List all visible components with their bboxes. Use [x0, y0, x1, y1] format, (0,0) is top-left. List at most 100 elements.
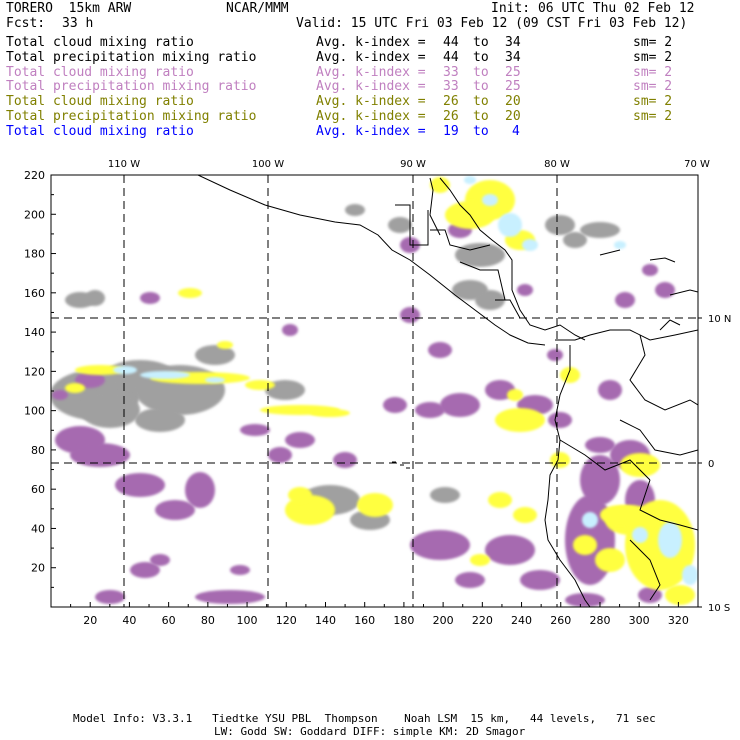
- legend-field: Total cloud mixing ratio: [6, 64, 194, 80]
- field-cell: [547, 349, 563, 361]
- field-cell: [140, 371, 190, 379]
- field-cell: [230, 565, 250, 575]
- x-tick-label: 260: [550, 614, 571, 627]
- field-cell: [268, 447, 292, 463]
- x-tick-label: 120: [276, 614, 297, 627]
- legend-kindex-to: 34: [505, 49, 521, 65]
- field-cell: [178, 288, 202, 298]
- legend-smoothing: sm= 2: [633, 109, 673, 124]
- coastline-segment: [439, 177, 586, 341]
- field-cell: [488, 492, 512, 508]
- field-cell: [548, 412, 572, 428]
- field-cell: [150, 554, 170, 566]
- legend-kindex-to: 20: [505, 109, 521, 124]
- legend-kindex-from: 19: [443, 123, 459, 139]
- init-time: Init: 06 UTC Thu 02 Feb 12: [491, 1, 695, 16]
- legend-field: Total precipitation mixing ratio: [6, 79, 257, 95]
- field-cell: [205, 377, 225, 383]
- model-info-line2: LW: Godd SW: Goddard DIFF: simple KM: 2D…: [214, 725, 526, 738]
- field-cell: [245, 380, 275, 390]
- longitude-label: 80 W: [544, 159, 570, 170]
- coastline-segment: [619, 419, 698, 456]
- legend-kindex-to-word: to: [473, 64, 489, 80]
- field-cell: [75, 372, 105, 388]
- coastline-segment: [555, 329, 698, 341]
- field-cell: [485, 535, 535, 565]
- y-tick-label: 100: [24, 405, 45, 418]
- y-tick-label: 140: [24, 326, 45, 339]
- legend-kindex-to-word: to: [473, 79, 489, 95]
- x-tick-label: 80: [201, 614, 215, 627]
- legend-smoothing: sm= 2: [633, 79, 673, 95]
- field-cell: [430, 177, 450, 193]
- y-tick-label: 160: [24, 287, 45, 300]
- y-tick-label: 220: [24, 169, 45, 182]
- field-cell: [282, 324, 298, 336]
- field-cell: [240, 424, 270, 436]
- coastline-segment: [629, 539, 661, 601]
- latitude-label: 10 S: [708, 603, 730, 614]
- y-tick-label: 60: [31, 483, 45, 496]
- field-cell: [345, 204, 365, 216]
- lat-lon-grid: [51, 175, 698, 607]
- field-cell: [388, 217, 412, 233]
- y-tick-label: 120: [24, 365, 45, 378]
- legend-kindex-to-word: to: [473, 49, 489, 65]
- field-cell: [614, 241, 626, 249]
- field-cell: [410, 530, 470, 560]
- field-cell: [415, 402, 445, 418]
- longitude-label: 100 W: [252, 159, 284, 170]
- coastline-layer: [197, 175, 698, 607]
- y-tick-label: 200: [24, 208, 45, 221]
- field-cell: [113, 366, 137, 374]
- field-cell: [620, 453, 660, 477]
- field-cell: [642, 264, 658, 276]
- field-cell: [655, 282, 675, 298]
- legend-kindex-label: Avg. k-index =: [316, 49, 426, 65]
- field-cell: [195, 590, 265, 604]
- coastline-segment: [669, 289, 698, 296]
- forecast-label: Fcst:: [6, 16, 46, 31]
- field-cell: [632, 527, 648, 543]
- legend-kindex-to: 34: [505, 35, 521, 50]
- coastline-segment: [559, 439, 651, 481]
- field-cell: [598, 380, 622, 400]
- field-cell: [470, 554, 490, 566]
- center-name: NCAR/MMM: [226, 1, 289, 16]
- field-cell: [383, 397, 407, 413]
- legend-field: Total cloud mixing ratio: [6, 35, 194, 50]
- field-cell: [475, 290, 505, 310]
- coastline-segment: [495, 299, 521, 319]
- field-cell: [185, 472, 215, 508]
- legend-kindex-to: 25: [505, 64, 521, 80]
- legend-kindex-from: 33: [443, 79, 459, 95]
- field-cell: [130, 562, 160, 578]
- y-tick-label: 20: [31, 562, 45, 575]
- legend-kindex-to-word: to: [473, 94, 489, 110]
- field-cell: [560, 367, 580, 383]
- field-cell: [357, 493, 393, 517]
- legend-kindex-from: 44: [443, 49, 459, 65]
- field-cell: [550, 452, 570, 468]
- field-cell: [115, 473, 165, 497]
- legend-field: Total precipitation mixing ratio: [6, 109, 257, 124]
- field-cell: [140, 292, 160, 304]
- axes-layer: 20 40 60 80 100 120 140 160 180 200 220 240 260 280 30…: [24, 159, 731, 627]
- y-tick-label: 80: [31, 444, 45, 457]
- legend-smoothing: sm= 2: [633, 49, 673, 65]
- legend-kindex-to: 4: [512, 123, 520, 139]
- legend-kindex-to-word: to: [473, 109, 489, 124]
- field-cell: [195, 345, 235, 365]
- longitude-label: 110 W: [108, 159, 140, 170]
- field-cell: [585, 437, 615, 453]
- field-cell: [495, 408, 545, 432]
- legend-kindex-label: Avg. k-index =: [316, 64, 426, 80]
- legend-kindex-label: Avg. k-index =: [316, 79, 426, 95]
- x-tick-label: 320: [668, 614, 689, 627]
- coastline-segment: [659, 319, 681, 331]
- field-cell: [595, 548, 625, 572]
- coastline-segment: [459, 261, 506, 301]
- field-cell: [85, 290, 105, 306]
- x-tick-label: 160: [354, 614, 375, 627]
- legend-smoothing: sm= 2: [633, 64, 673, 80]
